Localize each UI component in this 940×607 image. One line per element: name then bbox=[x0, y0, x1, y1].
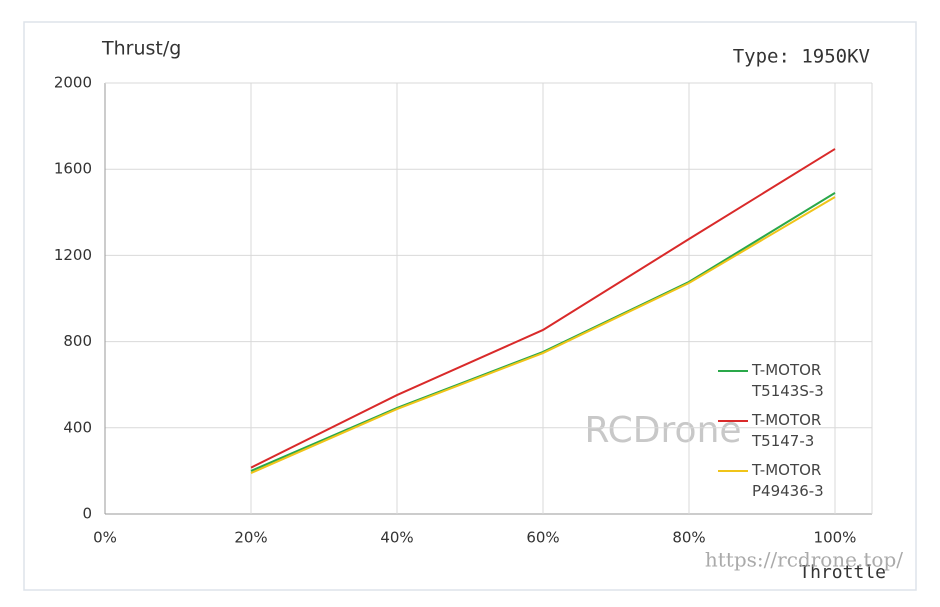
y-tick-label: 0 bbox=[82, 505, 92, 523]
legend-item: T-MOTOR T5143S-3 bbox=[718, 360, 824, 402]
legend-swatch bbox=[718, 420, 748, 422]
series-line bbox=[250, 148, 836, 469]
url-watermark: https://rcdrone.top/ bbox=[705, 548, 903, 572]
x-tick-label: 40% bbox=[380, 529, 413, 547]
x-tick-label: 20% bbox=[234, 529, 267, 547]
legend-item: T-MOTOR P49436-3 bbox=[718, 460, 824, 502]
x-axis-title: Throttle bbox=[799, 562, 886, 583]
legend-swatch bbox=[718, 470, 748, 472]
legend-label: T-MOTOR T5143S-3 bbox=[752, 361, 824, 400]
x-tick-label: 0% bbox=[93, 529, 117, 547]
y-tick-label: 2000 bbox=[54, 74, 92, 92]
y-tick-label: 800 bbox=[63, 332, 92, 350]
legend-label: T-MOTOR P49436-3 bbox=[752, 461, 824, 500]
frame bbox=[23, 21, 917, 591]
annotation: Type: 1950KV bbox=[733, 46, 870, 68]
watermark: RCDrone bbox=[584, 410, 741, 451]
y-axis-title: Thrust/g bbox=[101, 38, 181, 60]
legend-label: T-MOTOR T5147-3 bbox=[752, 411, 822, 450]
y-tick-label: 1200 bbox=[54, 246, 92, 264]
x-tick-label: 60% bbox=[526, 529, 559, 547]
x-tick-label: 100% bbox=[814, 529, 857, 547]
legend-item: T-MOTOR T5147-3 bbox=[718, 410, 824, 452]
series-line bbox=[250, 196, 836, 474]
y-tick-label: 400 bbox=[63, 418, 92, 436]
y-tick-label: 1600 bbox=[54, 160, 92, 178]
legend-swatch bbox=[718, 370, 748, 372]
legend: T-MOTOR T5143S-3 T-MOTOR T5147-3 T-MOTOR P… bbox=[718, 360, 824, 510]
x-tick-label: 80% bbox=[672, 529, 705, 547]
